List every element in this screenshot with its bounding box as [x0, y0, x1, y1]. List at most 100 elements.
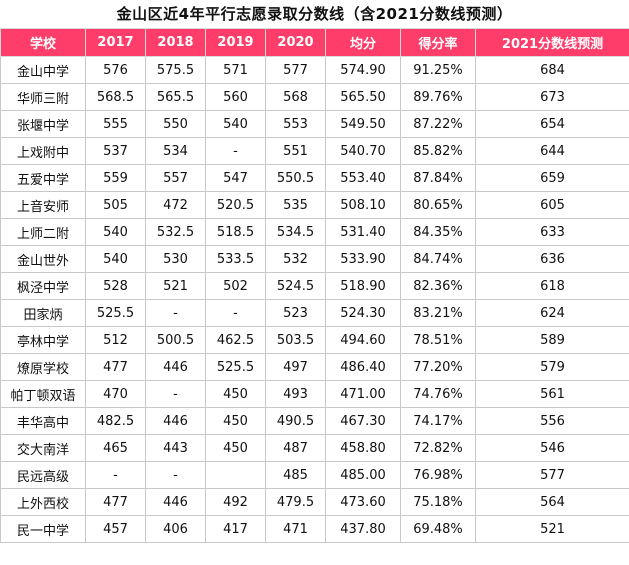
table-cell: 479.5 — [265, 488, 326, 516]
table-cell: - — [145, 299, 206, 327]
table-cell: 534 — [145, 137, 206, 165]
table-cell: 557 — [145, 164, 206, 192]
column-header: 2017 — [85, 28, 146, 57]
school-name-cell: 华师三附 — [0, 83, 86, 111]
table-cell: 565.5 — [145, 83, 206, 111]
table-cell: 525.5 — [85, 299, 146, 327]
table-cell: 493 — [265, 380, 326, 408]
table-row: 民一中学 457 406 417 471 437.80 69.48% 521 — [0, 515, 629, 543]
table-cell: 502 — [205, 272, 266, 300]
table-row: 金山世外 540 530 533.5 532 533.90 84.74% 636 — [0, 245, 629, 273]
table-cell: 577 — [265, 56, 326, 84]
table-cell: 555 — [85, 110, 146, 138]
table-cell: 472 — [145, 191, 206, 219]
table-cell: 500.5 — [145, 326, 206, 354]
school-name-cell: 上戏附中 — [0, 137, 86, 165]
table-cell: 524.5 — [265, 272, 326, 300]
table-row: 民远高级 - -485 485.00 76.98% 577 — [0, 461, 629, 489]
table-cell: 497 — [265, 353, 326, 381]
table-cell: 80.65% — [400, 191, 476, 219]
table-cell: 450 — [205, 407, 266, 435]
table-cell: 523 — [265, 299, 326, 327]
table-cell: 546 — [475, 434, 629, 462]
table-cell: 659 — [475, 164, 629, 192]
score-table: 学校 2017 2018 2019 2020 均分 得分率 2021分数线预测 金山中学 576… — [0, 28, 629, 543]
table-cell: 486.40 — [325, 353, 401, 381]
table-cell: 84.35% — [400, 218, 476, 246]
table-cell: - — [205, 137, 266, 165]
table-cell: 485.00 — [325, 461, 401, 489]
table-row: 上音安师 505 472 520.5 535 508.10 80.65% 605 — [0, 191, 629, 219]
column-header: 2019 — [205, 28, 266, 57]
table-row: 上戏附中 537 534-551 540.70 85.82% 644 — [0, 137, 629, 165]
school-name-cell: 金山世外 — [0, 245, 86, 273]
table-cell: 549.50 — [325, 110, 401, 138]
table-cell: 532 — [265, 245, 326, 273]
table-cell: 477 — [85, 353, 146, 381]
table-row: 上师二附 540 532.5 518.5 534.5 531.40 84.35% 633 — [0, 218, 629, 246]
school-name-cell: 枫泾中学 — [0, 272, 86, 300]
table-cell: 540.70 — [325, 137, 401, 165]
table-cell: 553 — [265, 110, 326, 138]
school-name-cell: 上师二附 — [0, 218, 86, 246]
school-name-cell: 丰华高中 — [0, 407, 86, 435]
table-cell: 521 — [145, 272, 206, 300]
table-cell: 487 — [265, 434, 326, 462]
table-cell: 524.30 — [325, 299, 401, 327]
table-cell: 568 — [265, 83, 326, 111]
table-cell: 492 — [205, 488, 266, 516]
table-cell: 437.80 — [325, 515, 401, 543]
table-cell: 482.5 — [85, 407, 146, 435]
table-cell: 576 — [85, 56, 146, 84]
table-row: 张堰中学 555 550 540 553 549.50 87.22% 654 — [0, 110, 629, 138]
table-cell: 503.5 — [265, 326, 326, 354]
table-row: 华师三附 568.5 565.5 560 568 565.50 89.76% 673 — [0, 83, 629, 111]
column-header: 2021分数线预测 — [475, 28, 629, 57]
table-cell: 574.90 — [325, 56, 401, 84]
table-cell: 450 — [205, 434, 266, 462]
table-cell: 457 — [85, 515, 146, 543]
table-cell: 89.76% — [400, 83, 476, 111]
table-cell: 450 — [205, 380, 266, 408]
table-cell: 505 — [85, 191, 146, 219]
table-cell: 508.10 — [325, 191, 401, 219]
table-cell: 534.5 — [265, 218, 326, 246]
table-cell: - — [145, 380, 206, 408]
table-row: 田家炳 525.5- -523 524.30 83.21% 624 — [0, 299, 629, 327]
table-row: 枫泾中学 528 521 502 524.5 518.90 82.36% 618 — [0, 272, 629, 300]
table-cell: 540 — [85, 245, 146, 273]
table-cell: 82.36% — [400, 272, 476, 300]
table-cell: 84.74% — [400, 245, 476, 273]
table-cell: 76.98% — [400, 461, 476, 489]
table-cell: 470 — [85, 380, 146, 408]
table-cell: 490.5 — [265, 407, 326, 435]
table-cell — [205, 461, 266, 489]
table-cell: 417 — [205, 515, 266, 543]
school-name-cell: 田家炳 — [0, 299, 86, 327]
school-name-cell: 民远高级 — [0, 461, 86, 489]
school-name-cell: 亭林中学 — [0, 326, 86, 354]
school-name-cell: 交大南洋 — [0, 434, 86, 462]
table-cell: 559 — [85, 164, 146, 192]
table-cell: 571 — [205, 56, 266, 84]
table-cell: 532.5 — [145, 218, 206, 246]
column-header: 均分 — [325, 28, 401, 57]
table-row: 亭林中学 512 500.5 462.5 503.5 494.60 78.51% 589 — [0, 326, 629, 354]
table-cell: 525.5 — [205, 353, 266, 381]
table-cell: 535 — [265, 191, 326, 219]
sheet-title: 金山区近4年平行志愿录取分数线（含2021分数线预测） — [116, 5, 513, 23]
table-row: 五爱中学 559 557 547 550.5 553.40 87.84% 659 — [0, 164, 629, 192]
table-row: 丰华高中 482.5 446 450 490.5 467.30 74.17% 556 — [0, 407, 629, 435]
table-cell: 520.5 — [205, 191, 266, 219]
table-cell: 633 — [475, 218, 629, 246]
table-cell: 564 — [475, 488, 629, 516]
table-cell: 553.40 — [325, 164, 401, 192]
table-cell: 605 — [475, 191, 629, 219]
table-cell: 550 — [145, 110, 206, 138]
table-cell: 467.30 — [325, 407, 401, 435]
table-cell: 624 — [475, 299, 629, 327]
table-cell: 568.5 — [85, 83, 146, 111]
table-cell: 618 — [475, 272, 629, 300]
table-cell: 72.82% — [400, 434, 476, 462]
